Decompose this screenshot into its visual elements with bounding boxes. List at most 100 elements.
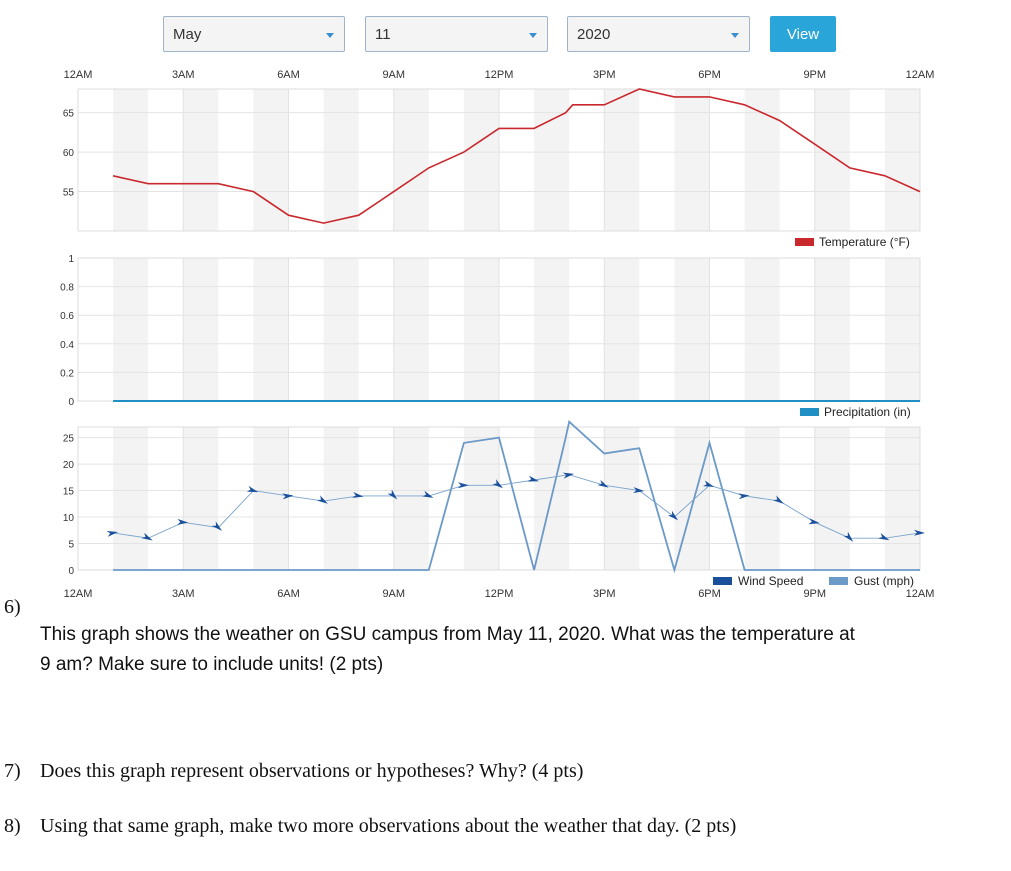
wind-direction-arrow [141, 532, 153, 541]
wind-direction-arrow [738, 493, 750, 500]
day-select[interactable]: 11 [365, 16, 548, 52]
hour-band [814, 258, 850, 401]
chevron-down-icon [529, 33, 537, 38]
wind-direction-arrow [633, 487, 645, 494]
hour-band [463, 258, 499, 401]
wind-direction-arrow [211, 521, 223, 531]
y-tick-label: 55 [63, 188, 75, 199]
hour-band [463, 427, 499, 570]
x-tick-label-top: 12AM [906, 69, 935, 81]
hour-band [113, 89, 149, 231]
y-tick-label: 0.8 [60, 283, 74, 294]
hour-band [253, 427, 289, 570]
year-select[interactable]: 2020 [567, 16, 750, 52]
wind-direction-arrow [808, 518, 820, 525]
panel-frame [77, 88, 921, 232]
hour-band [393, 427, 429, 570]
question-7-text: Does this graph represent observations o… [40, 760, 584, 782]
hour-band [534, 89, 570, 231]
wind-speed-line [113, 474, 921, 539]
x-tick-label-top: 12AM [64, 69, 93, 81]
hour-band [674, 89, 710, 231]
hour-band [183, 89, 219, 231]
hour-band [323, 258, 359, 401]
hour-band [814, 427, 850, 570]
legend-swatch [829, 577, 848, 585]
wind-direction-arrow [702, 480, 715, 487]
legend-label: Precipitation (in) [824, 405, 911, 419]
month-select-value: May [173, 26, 202, 43]
legend-swatch [795, 238, 814, 246]
hour-band [674, 258, 710, 401]
hour-band [463, 89, 499, 231]
x-tick-label-top: 12PM [485, 69, 514, 81]
question-6-text: This graph shows the weather on GSU camp… [40, 624, 855, 675]
wind-direction-arrow [562, 472, 575, 479]
y-tick-label: 0.6 [60, 311, 74, 322]
legend-label: Temperature (°F) [819, 235, 910, 249]
wind-direction-arrow [387, 489, 398, 500]
y-tick-label: 5 [68, 540, 74, 551]
x-tick-label-bottom: 9PM [803, 588, 826, 600]
x-tick-label-bottom: 6PM [698, 588, 721, 600]
view-button[interactable]: View [770, 16, 836, 52]
wind-direction-arrow [246, 485, 259, 493]
hour-band [393, 89, 429, 231]
panel-frame [77, 426, 921, 571]
hour-band [744, 258, 780, 401]
day-select-value: 11 [375, 26, 391, 43]
chevron-down-icon [731, 33, 739, 38]
wind-direction-arrow [913, 529, 925, 536]
wind-direction-arrow [422, 490, 434, 498]
x-tick-label-top: 3PM [593, 69, 616, 81]
legend-label: Gust (mph) [854, 574, 914, 588]
x-tick-label-bottom: 3PM [593, 588, 616, 600]
hour-band [744, 89, 780, 231]
legend-label: Wind Speed [738, 574, 803, 588]
year-select-value: 2020 [577, 26, 611, 43]
temperature-line [112, 88, 921, 224]
hour-band [604, 89, 640, 231]
wind-direction-arrow [527, 475, 539, 482]
legend-swatch [713, 577, 732, 585]
y-tick-label: 65 [63, 109, 75, 120]
y-tick-label: 10 [63, 513, 75, 524]
y-tick-label: 60 [63, 148, 75, 159]
y-tick-label: 20 [63, 460, 75, 471]
hour-band [814, 89, 850, 231]
hour-band [253, 258, 289, 401]
month-select[interactable]: May [163, 16, 345, 52]
x-tick-label-top: 6AM [277, 69, 300, 81]
legend-swatch [800, 408, 819, 416]
wind-direction-arrow [773, 495, 784, 504]
y-tick-label: 0 [68, 397, 74, 408]
y-tick-label: 0.2 [60, 368, 74, 379]
gust-line [113, 419, 920, 574]
x-tick-label-bottom: 12PM [485, 588, 514, 600]
hour-band [113, 258, 149, 401]
wind-direction-arrow [843, 531, 854, 542]
hour-band [393, 258, 429, 401]
wind-direction-arrow [597, 479, 609, 488]
y-tick-label: 25 [63, 434, 75, 445]
hour-band [884, 427, 920, 570]
hour-band [253, 89, 289, 231]
weather-chart: 12AM 12AM 3AM 3AM 6AM 6AM 9AM 9AM 12PM 12PM 3PM 3PM… [60, 69, 935, 600]
wind-direction-arrow [282, 493, 294, 500]
x-tick-label-bottom: 12AM [64, 588, 93, 600]
question-8-text: Using that same graph, make two more obs… [40, 815, 737, 837]
hour-band [604, 258, 640, 401]
x-tick-label-top: 3AM [172, 69, 195, 81]
x-tick-label-bottom: 12AM [906, 588, 935, 600]
hour-band [884, 258, 920, 401]
x-tick-label-top: 9PM [803, 69, 826, 81]
y-tick-label: 1 [68, 254, 74, 265]
question-7-number: 7) [4, 760, 21, 782]
hour-band [183, 258, 219, 401]
hour-band [884, 89, 920, 231]
wind-direction-arrow [492, 479, 503, 489]
wind-direction-arrow [457, 482, 469, 489]
wind-direction-arrow [352, 491, 364, 498]
wind-direction-arrow [177, 518, 189, 525]
y-tick-label: 15 [63, 487, 75, 498]
